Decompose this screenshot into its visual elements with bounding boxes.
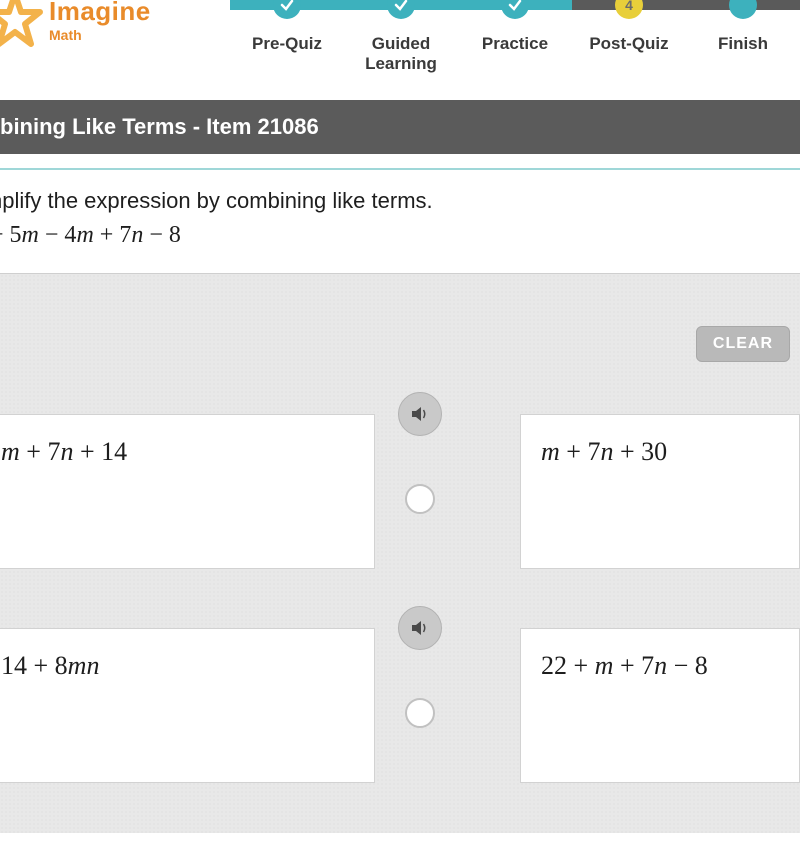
top-bar: Imagine Math Pre-Quiz Guided Learning (0, 0, 800, 80)
nav-step-label: Finish (686, 34, 800, 54)
nav-step-postquiz[interactable]: 4 Post-Quiz (572, 0, 686, 73)
answer-option-2[interactable]: m + 7n + 30 (520, 414, 800, 569)
answer-grid: m + 7n + 14 m + 7n + 30 14 + 8mn 22 + m … (0, 414, 800, 842)
speaker-button[interactable] (398, 392, 442, 436)
progress-nav: Pre-Quiz Guided Learning Practice 4 Post… (230, 0, 800, 73)
speaker-icon (409, 617, 431, 639)
nav-step-prequiz[interactable]: Pre-Quiz (230, 0, 344, 73)
check-icon (394, 0, 408, 12)
answer-option-1[interactable]: m + 7n + 14 (0, 414, 375, 569)
nav-step-node-current: 4 (615, 0, 643, 19)
answer-row: m + 7n + 14 m + 7n + 30 (0, 414, 800, 614)
speaker-button[interactable] (398, 606, 442, 650)
nav-step-guided[interactable]: Guided Learning (344, 0, 458, 73)
nav-step-label: Practice (458, 34, 572, 54)
nav-step-practice[interactable]: Practice (458, 0, 572, 73)
answer-panel: CLEAR m + 7n + 14 m + 7n + 30 14 + 8mn (0, 273, 800, 833)
answer-option-3[interactable]: 14 + 8mn (0, 628, 375, 783)
nav-step-finish[interactable]: Finish (686, 0, 800, 73)
logo: Imagine Math (0, 0, 151, 50)
nav-step-label: Pre-Quiz (230, 34, 344, 54)
radio-button[interactable] (405, 698, 435, 728)
check-icon (508, 0, 522, 12)
nav-step-label: Guided Learning (344, 34, 458, 73)
question-prompt: nplify the expression by combining like … (0, 188, 800, 214)
logo-star-icon (0, 0, 45, 50)
answer-option-4[interactable]: 22 + m + 7n − 8 (520, 628, 800, 783)
answer-row: 14 + 8mn 22 + m + 7n − 8 (0, 628, 800, 828)
question-expression: + 5m − 4m + 7n − 8 (0, 222, 800, 249)
logo-sub-text: Math (49, 28, 151, 42)
title-bar: bining Like Terms - Item 21086 (0, 100, 800, 154)
speaker-icon (409, 403, 431, 425)
question-area: nplify the expression by combining like … (0, 170, 800, 249)
clear-button[interactable]: CLEAR (696, 326, 790, 362)
title-text: bining Like Terms - Item 21086 (0, 114, 319, 139)
nav-step-label: Post-Quiz (572, 34, 686, 54)
logo-main-text: Imagine (49, 0, 151, 24)
radio-button[interactable] (405, 484, 435, 514)
check-icon (280, 0, 294, 12)
